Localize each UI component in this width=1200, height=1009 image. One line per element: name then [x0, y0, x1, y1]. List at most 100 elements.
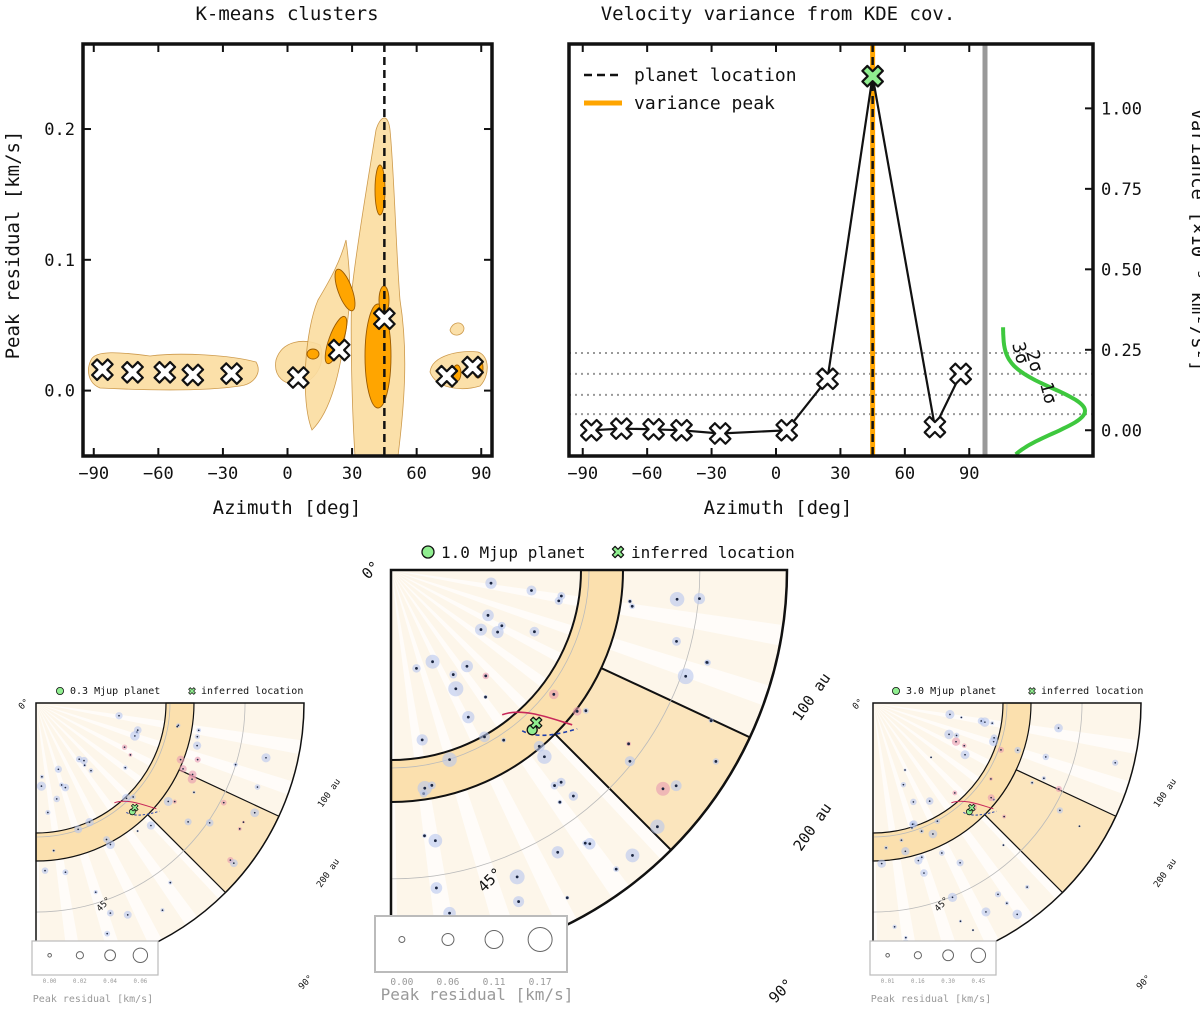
wedge-dot — [167, 800, 170, 803]
size-legend-value: 0.11 — [483, 977, 506, 988]
wedge-dot — [78, 758, 81, 761]
wedge-dot — [242, 821, 245, 823]
wedge-dot — [486, 613, 490, 617]
wedge-dot — [993, 736, 995, 739]
wedge-dot — [912, 801, 915, 803]
wedge-dot — [1016, 913, 1019, 916]
wedge-dot — [179, 758, 182, 761]
wedge-grid-arc — [35, 702, 246, 913]
kmeans-centroid-marker — [121, 360, 144, 384]
variance-title: Velocity variance from KDE cov. — [601, 3, 956, 25]
wedge-dot — [500, 624, 504, 628]
wedge-dot — [150, 824, 152, 827]
variance-xtick-label: 30 — [830, 464, 850, 484]
size-legend-value: 0.00 — [390, 977, 413, 988]
wedge-dot — [253, 811, 256, 814]
variance-ytick-label: 1.00 — [1101, 99, 1142, 119]
panel1-legend-planet: 1.0 Mjup planet — [441, 543, 586, 562]
wedge-dot — [415, 667, 418, 670]
wedge-dot — [588, 842, 592, 846]
wedge-dot — [44, 869, 46, 872]
wedge-dot — [423, 786, 427, 790]
kmeans-centroid-markers — [91, 307, 484, 389]
wedge-dot — [953, 792, 956, 794]
wedge-dot — [1057, 727, 1060, 729]
variance-axes-frame — [567, 42, 1095, 458]
wedge-dot — [533, 630, 536, 634]
kmeans-cluster-core — [334, 268, 356, 312]
variance-marker — [923, 415, 947, 439]
wedge-dot — [904, 850, 907, 853]
kmeans-cluster-contours — [88, 117, 488, 457]
size-legend-value: 0.04 — [103, 979, 117, 985]
wedge-dot — [1006, 902, 1008, 905]
wedge-dot — [627, 742, 630, 746]
kmeans-ytick-label: 0.2 — [44, 120, 75, 140]
size-legend-value: 0.01 — [881, 979, 895, 985]
wedge-dot — [94, 891, 97, 893]
wedge-dot — [125, 797, 128, 800]
wedge-dot — [52, 849, 55, 852]
panel1-size-label: Peak residual [km/s] — [381, 985, 574, 1004]
wedge-dot — [64, 871, 67, 874]
kmeans-chart: K-means clusters −90 −60 −30 0 30 60 90 0.0 0.1 0… — [2, 3, 494, 519]
wedge-dot — [196, 744, 198, 747]
size-legend-value: 0.00 — [43, 979, 57, 985]
panel2-angle-90: 90° — [1135, 974, 1154, 993]
wedge-dot — [936, 820, 939, 823]
panel2-angle-0: 0° — [851, 697, 866, 712]
wedge-dot — [451, 673, 455, 676]
wedge-dot — [575, 709, 579, 713]
wedge-dot — [631, 854, 634, 857]
wedge-dot — [880, 862, 883, 865]
variance-marker — [775, 418, 799, 442]
wedge-dot — [530, 589, 533, 592]
wedge-dot — [169, 881, 172, 884]
wedge-dot — [655, 825, 659, 829]
variance-ticks: −90 −60 −30 0 30 60 90 0.00 0.25 0.50 0.75 1.00 — [567, 44, 1142, 484]
wedge-dot — [83, 759, 85, 762]
legend-planet-marker — [56, 687, 64, 695]
variance-marker — [610, 417, 633, 440]
wedge-dot — [433, 839, 437, 843]
kmeans-centroid-marker — [153, 360, 177, 384]
wedge-dot — [134, 735, 136, 737]
kmeans-centroid-marker — [286, 366, 310, 389]
wedge-dot — [902, 783, 905, 786]
panel0-legend-inferred: inferred location — [201, 686, 303, 697]
kmeans-ticks: −90 −60 −30 0 30 60 90 0.0 0.1 0.2 — [44, 44, 492, 484]
wedge-dot — [229, 859, 232, 861]
wedge-dot — [1016, 749, 1019, 752]
wedge-dot — [930, 756, 932, 759]
kmeans-title: K-means clusters — [195, 3, 378, 25]
polar-panel-large-center: 0.00 0.06 0.11 0.17 — [374, 545, 789, 988]
variance-marker — [816, 367, 839, 391]
wedge-dot — [118, 714, 120, 717]
panel0-legend-planet: 0.3 Mjup planet — [70, 686, 160, 697]
legend-peak-label: variance peak — [634, 93, 775, 114]
wedge-dot — [434, 886, 438, 890]
wedge-inferred-marker — [131, 803, 139, 812]
wedge-dot — [675, 639, 678, 643]
panel1-angle-0: 0° — [358, 557, 384, 583]
legend-planet-marker — [892, 687, 900, 695]
panel0-radius-200: 200 au — [315, 857, 342, 889]
wedge-dot — [565, 896, 569, 900]
wedge-dot — [661, 787, 665, 791]
wedge-dot — [515, 875, 519, 879]
wedge-dot — [972, 929, 974, 931]
wedge-dot — [465, 664, 469, 668]
wedge-dot — [684, 674, 688, 678]
wedge-dot — [923, 872, 925, 874]
wedge-blue-contour — [126, 810, 160, 816]
panel1-legend-inferred: inferred location — [631, 543, 795, 562]
wedge-dot — [949, 713, 951, 716]
wedge-stripe — [863, 703, 878, 971]
wedge-dot — [502, 738, 506, 742]
panel1-angle-90: 90° — [765, 975, 797, 1007]
wedge-dot — [123, 746, 126, 749]
wedge-dot — [705, 660, 709, 664]
panel1-radius-100: 100 au — [789, 670, 835, 725]
wedge-dot — [191, 778, 193, 780]
wedge-dot — [904, 769, 906, 771]
